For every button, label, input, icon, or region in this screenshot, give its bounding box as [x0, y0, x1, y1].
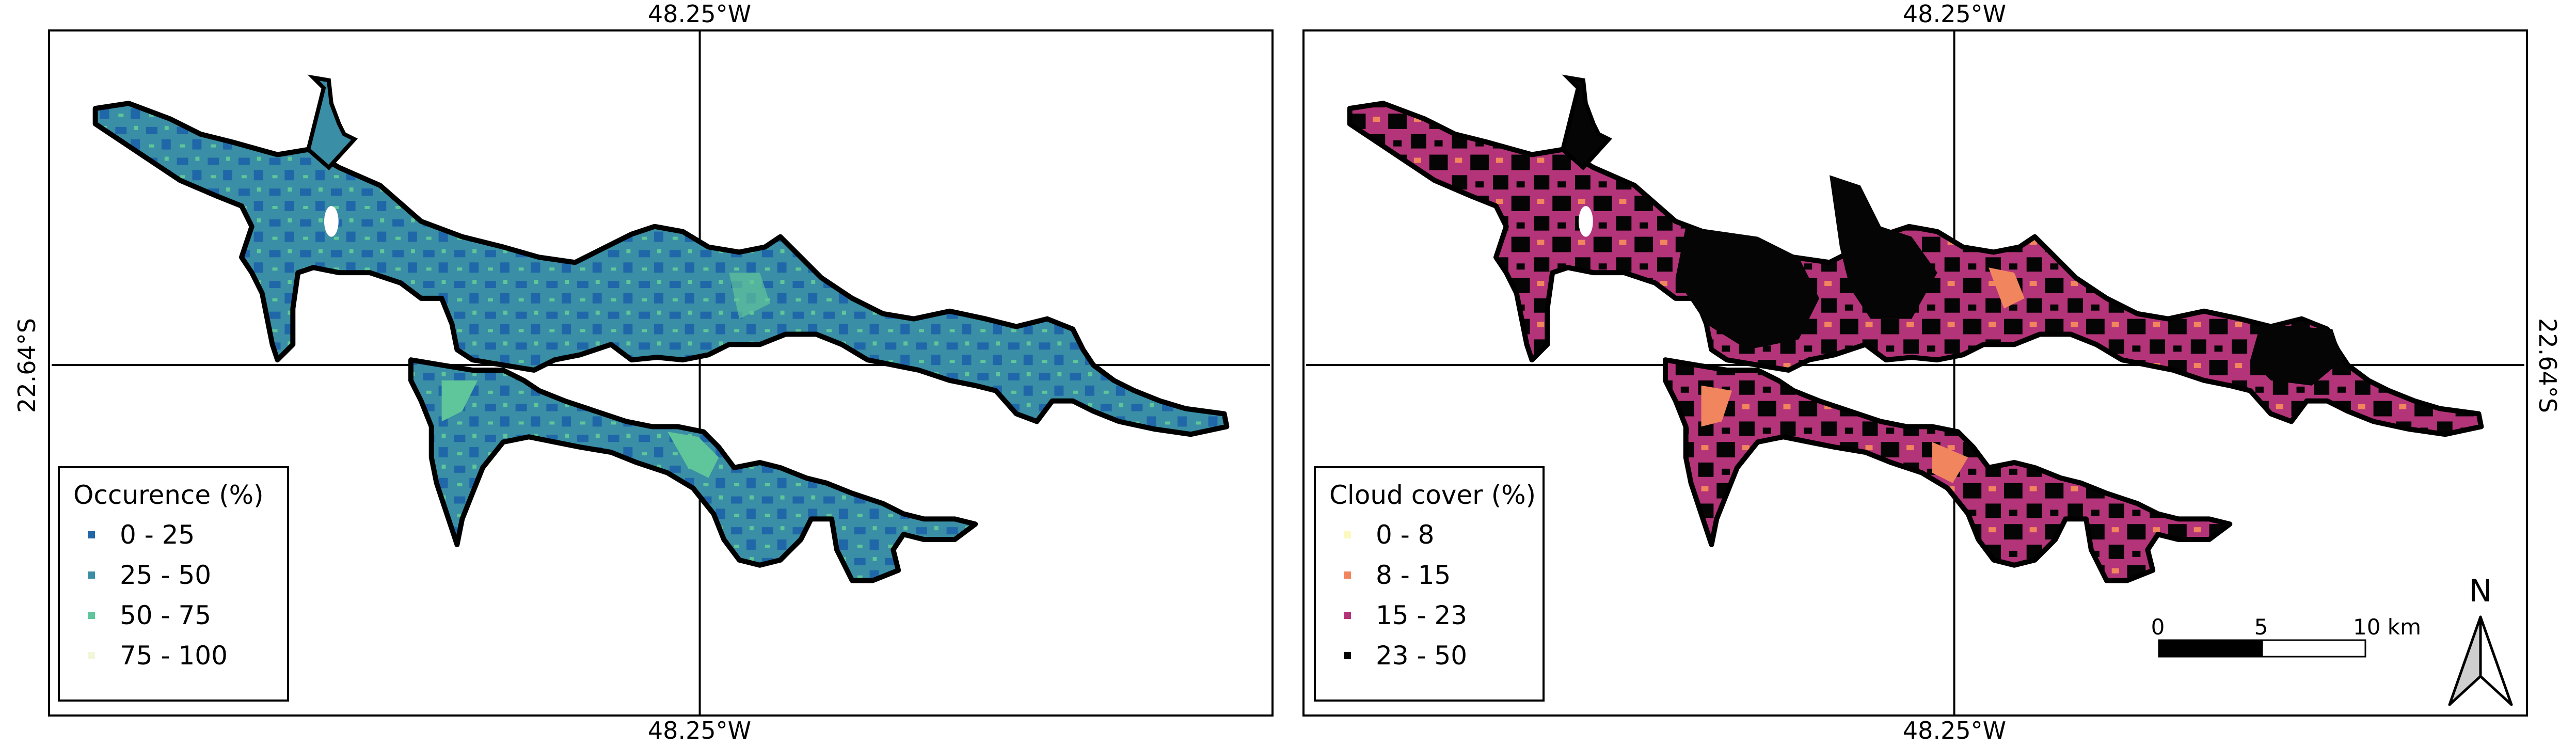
legend-title: Occurence (%)	[73, 480, 264, 510]
legend-label: 8 - 15	[1376, 560, 1451, 590]
cloud-cover-legend: Cloud cover (%) 0 - 8 8 - 15 15 - 23 23 …	[1314, 466, 1545, 702]
cloud-cover-map-panel	[1302, 29, 2528, 717]
legend-swatch	[88, 652, 95, 659]
legend-item: 23 - 50	[1329, 635, 1529, 676]
cloud-cover-map	[1306, 31, 2524, 714]
longitude-label-top-left: 48.25°W	[647, 0, 752, 28]
occurrence-legend: Occurence (%) 0 - 25 25 - 50 50 - 75 75 …	[58, 466, 289, 702]
longitude-label-bottom-right: 48.25°W	[1902, 717, 2007, 744]
occurrence-map	[52, 31, 1270, 714]
legend-title: Cloud cover (%)	[1329, 480, 1536, 510]
legend-label: 0 - 8	[1376, 520, 1435, 550]
legend-item: 25 - 50	[73, 555, 274, 595]
longitude-label-bottom-left: 48.25°W	[647, 717, 752, 744]
legend-swatch	[1344, 612, 1351, 619]
scale-label-10km: 10 km	[2352, 614, 2422, 640]
legend-item: 15 - 23	[1329, 595, 1529, 635]
scale-label-0: 0	[2151, 614, 2165, 640]
scale-bar-graphic	[2158, 639, 2366, 658]
legend-item: 0 - 8	[1329, 515, 1529, 555]
legend-swatch	[1344, 571, 1351, 579]
legend-swatch	[1344, 652, 1351, 659]
north-arrow-icon	[2448, 615, 2513, 706]
legend-label: 23 - 50	[1376, 641, 1468, 671]
scale-label-5: 5	[2254, 614, 2268, 640]
legend-label: 50 - 75	[120, 600, 212, 630]
legend-item: 8 - 15	[1329, 555, 1529, 595]
legend-swatch	[88, 531, 95, 538]
legend-item: 0 - 25	[73, 515, 274, 555]
longitude-label-top-right: 48.25°W	[1902, 0, 2007, 28]
legend-item: 75 - 100	[73, 635, 274, 676]
legend-label: 75 - 100	[120, 641, 228, 671]
legend-label: 15 - 23	[1376, 600, 1468, 630]
legend-item: 50 - 75	[73, 595, 274, 635]
legend-swatch	[88, 571, 95, 579]
north-arrow: N	[2444, 573, 2517, 707]
latitude-label-right: 22.64°S	[2534, 318, 2562, 413]
latitude-label-left: 22.64°S	[13, 318, 41, 413]
legend-label: 0 - 25	[120, 520, 195, 550]
north-label: N	[2469, 573, 2492, 609]
legend-label: 25 - 50	[120, 560, 212, 590]
legend-swatch	[1344, 531, 1351, 538]
legend-swatch	[88, 612, 95, 619]
